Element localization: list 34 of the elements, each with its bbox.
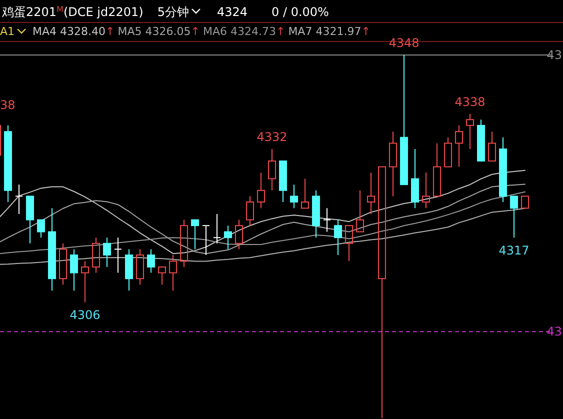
text: 0 / 0.00% xyxy=(272,5,329,19)
text: MA6 4324.73↑ xyxy=(202,25,286,38)
text: 43 xyxy=(546,48,562,62)
text: 4324 xyxy=(216,5,248,19)
candlestick xyxy=(48,208,56,292)
candlestick xyxy=(224,225,232,250)
text: MA7 4321.97↑ xyxy=(288,25,370,38)
chart-subtitle: 5分钟 xyxy=(157,5,189,19)
candlestick xyxy=(92,237,100,274)
text: MA5 4326.05↑ xyxy=(118,25,200,38)
candlestick xyxy=(389,131,397,197)
candlestick xyxy=(70,248,78,292)
candlestick xyxy=(323,208,331,232)
chart-title: 鸡蛋2201$^{M}$(DCE jd2201) xyxy=(1,4,144,19)
annotation: 38 xyxy=(0,98,16,112)
candlestick xyxy=(147,248,155,274)
annotation: 4332 xyxy=(256,130,288,144)
candlestick xyxy=(213,213,221,244)
candlestick xyxy=(499,136,507,203)
text: A1 xyxy=(0,25,15,38)
candlestick xyxy=(15,184,23,214)
candlestick xyxy=(103,237,111,268)
candlestick xyxy=(136,248,144,286)
candlestick xyxy=(114,237,122,274)
text: MA4 4328.40↑ xyxy=(32,25,115,38)
text: 43 xyxy=(546,324,562,339)
candlestick xyxy=(268,148,276,191)
annotation: 4338 xyxy=(454,94,486,109)
annotation: 4348 xyxy=(388,36,420,50)
candlestick xyxy=(125,248,133,292)
annotation: 4317 xyxy=(498,244,530,258)
candlestick xyxy=(367,172,375,214)
annotation: 4306 xyxy=(70,308,100,322)
candlestick xyxy=(81,260,89,303)
